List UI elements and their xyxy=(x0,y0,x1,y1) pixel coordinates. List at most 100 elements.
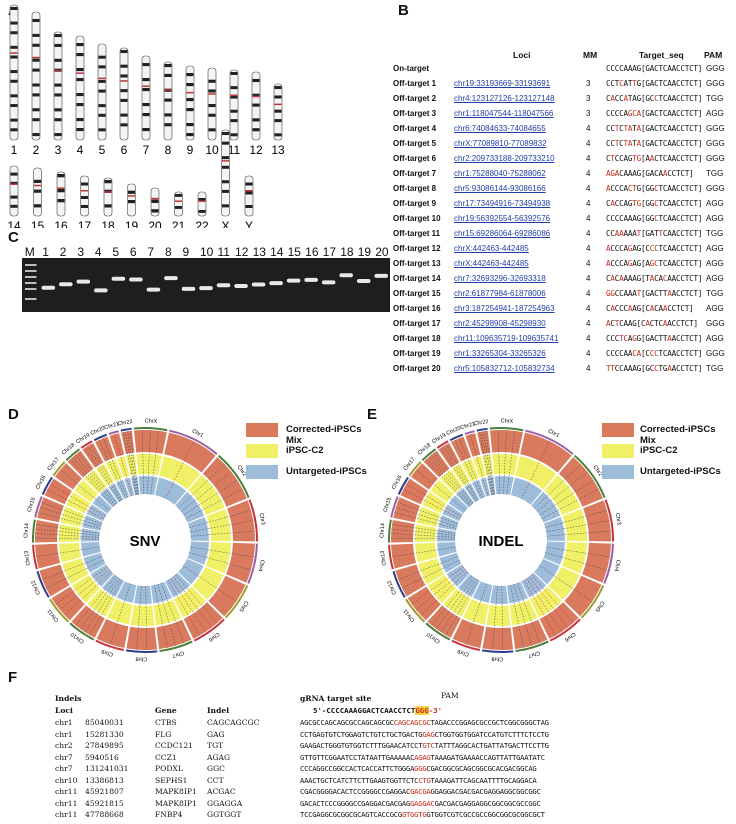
off-target-name: Off-target 17 xyxy=(393,319,441,328)
off-target-loci-link[interactable]: chrX:77089810-77089832 xyxy=(454,139,547,148)
karyotype-row-2: 14 15 16 17 18 19 20 21 22 X Y xyxy=(7,129,254,228)
panel-label-e: E xyxy=(367,406,378,423)
gel-band xyxy=(199,286,213,291)
circos-chr-Chr11: Chr11 xyxy=(46,564,114,623)
indel-pos: 47788668 xyxy=(85,810,124,819)
gel-band xyxy=(216,283,231,288)
off-target-loci-link[interactable]: chr1:75288040-75288062 xyxy=(454,169,546,178)
indel-sequence: CCTGAGTGTCTGGAGTCTGTCTGCTGACTGGAGCTGGTGG… xyxy=(300,729,549,739)
off-target-mm: 4 xyxy=(586,169,591,178)
chromosome-label: 17 xyxy=(78,219,92,228)
off-target-loci-link[interactable]: chr1:118047544-118047566 xyxy=(454,109,554,118)
indel-indel: AGAG xyxy=(207,752,231,762)
chromosome-label: 3 xyxy=(55,143,62,157)
gel-lane-label: 13 xyxy=(252,245,266,259)
chromosome-21: 21 xyxy=(172,191,185,228)
header-pam: PAM xyxy=(704,50,723,60)
off-target-pam: AGG xyxy=(706,274,724,283)
off-target-row: Off-target 3 chr1:118047544-118047566 3 CCC… xyxy=(393,109,729,124)
off-target-loci-link[interactable]: chr17:73494916-73494938 xyxy=(454,199,551,208)
chromosome-label: 15 xyxy=(31,219,45,228)
circos-chr-Chr5: Chr5 xyxy=(534,558,605,619)
off-target-pam: TGG xyxy=(706,289,724,298)
chromosome-15: 15 xyxy=(31,167,45,228)
header-gene: Gene xyxy=(155,706,177,715)
indel-indel: ACGAC xyxy=(207,787,236,796)
off-target-name: Off-target 16 xyxy=(393,304,441,313)
circos-chr-Chr7: Chr7 xyxy=(150,581,193,658)
off-target-loci-link[interactable]: chr11:109635719-109635741 xyxy=(454,334,559,343)
off-target-loci-link[interactable]: chr3:187254941-187254963 xyxy=(454,304,555,313)
indel-indel: GGC xyxy=(207,764,225,773)
gel-band xyxy=(374,273,388,278)
chromosome-18: 18 xyxy=(101,177,115,228)
off-target-seq: CCTCTATA[GACTCAACCTCT] xyxy=(606,124,703,133)
chromosome-label: 11 xyxy=(228,143,241,157)
circos-chr-label: Chr13 xyxy=(24,550,32,566)
circos-chr-Chr9: Chr9 xyxy=(95,581,137,657)
indel-gene: CTBS xyxy=(155,718,177,727)
off-target-loci-link[interactable]: chrX:442463-442485 xyxy=(454,259,529,268)
circos-chr-Chr8: Chr8 xyxy=(481,585,514,662)
circos-chr-Chr4: Chr4 xyxy=(187,541,265,584)
off-target-seq: ACCCAGAG[CCCTCAACCTCT] xyxy=(606,244,703,253)
off-target-seq: CCCCAGCA[GACTCAACCTCT] xyxy=(606,109,703,118)
circos-chr-Chr6: Chr6 xyxy=(165,572,225,642)
off-target-row: Off-target 9 chr17:73494916-73494938 4 CACC… xyxy=(393,199,729,214)
off-target-loci-link[interactable]: chrX:442463-442485 xyxy=(454,244,529,253)
panel-label-f: F xyxy=(8,669,18,686)
chromosome-X: X xyxy=(221,129,230,228)
off-target-row: Off-target 2 chr4:123127126-123127148 3 CAC… xyxy=(393,94,729,109)
gel-band xyxy=(339,273,353,278)
header-target-seq: Target_seq xyxy=(639,50,684,60)
off-target-loci-link[interactable]: chr1:33265304-33265326 xyxy=(454,349,546,358)
gel-lane-label: 3 xyxy=(77,245,85,259)
off-target-loci-link[interactable]: chr15:69286064-69286086 xyxy=(454,229,551,238)
gel-band xyxy=(76,279,91,284)
legend-label-c2: iPSC-C2 xyxy=(286,445,324,456)
circos-chr-Chr15: Chr15 xyxy=(27,496,103,531)
grna-pam: GGG xyxy=(415,706,429,715)
gel-lane-label: 14 xyxy=(270,245,284,259)
grna-suffix: -3' xyxy=(428,706,443,715)
circos-chr-Chr13: Chr13 xyxy=(24,541,101,570)
off-target-loci-link[interactable]: chr4:123127126-123127148 xyxy=(454,94,555,103)
off-target-mm: 4 xyxy=(586,259,591,268)
circos-chr-Chr10: Chr10 xyxy=(425,574,480,644)
circos-chr-Chr15: Chr15 xyxy=(383,496,459,531)
circos-chr-Chr14: Chr14 xyxy=(379,519,456,543)
indel-chr: chr11 xyxy=(55,798,78,808)
chromosome-10: 10 xyxy=(205,67,219,157)
circos-chr-label: Chr14 xyxy=(379,523,386,538)
off-target-seq: CCTCATTG[GACTCAACCTCT] xyxy=(606,79,703,88)
gel-lane-label: 5 xyxy=(112,245,120,259)
chromosome-9: 9 xyxy=(185,65,195,157)
indel-gene: CCDC121 xyxy=(155,741,194,750)
off-target-loci-link[interactable]: chr19:56392554-56392576 xyxy=(454,214,551,223)
off-target-mm: 3 xyxy=(586,79,591,88)
off-target-loci-link[interactable]: chr7:32693296-32693318 xyxy=(454,274,546,283)
off-target-loci-link[interactable]: chr5:105832712-105832734 xyxy=(454,364,555,373)
chromosome-label: 8 xyxy=(165,143,172,157)
circos-chr-Chr1: Chr1 xyxy=(511,428,574,505)
off-target-loci-link[interactable]: chr5:93086144-93086166 xyxy=(454,184,546,193)
off-target-loci-link[interactable]: chr2:209733188-209733210 xyxy=(454,154,555,163)
off-target-loci-link[interactable]: chr6:74084633-74084655 xyxy=(454,124,546,133)
off-target-loci-link[interactable]: chr2:45298908-45298930 xyxy=(454,319,546,328)
indel-chr: chr7 xyxy=(55,764,73,773)
gel-lane-label: 1 xyxy=(42,245,49,259)
off-target-name: Off-target 14 xyxy=(393,274,441,283)
off-target-mm: 4 xyxy=(586,244,591,253)
gel-lane-label: 16 xyxy=(305,245,319,259)
gel-band xyxy=(251,282,266,287)
indel-pos: 85040031 xyxy=(85,718,124,727)
circos-chr-label: Chr1 xyxy=(547,428,560,439)
off-target-loci-link[interactable]: chr19:33193669-33193691 xyxy=(454,79,551,88)
circos-chr-Chr21: Chr21 xyxy=(104,421,135,497)
off-target-loci-link[interactable]: chr2:61877984-61878006 xyxy=(454,289,546,298)
karyotype-figure: 1 2 3 4 5 6 7 8 9 10 11 12 13 14 15 16 17 18 19 20 21 22 X Y xyxy=(7,4,285,228)
circos-chr-Chr10: Chr10 xyxy=(69,574,124,644)
circos-chr-Chr3: Chr3 xyxy=(187,499,266,542)
legend-d: Corrected-iPSCs Mix iPSC-C2 Untargeted-i… xyxy=(246,418,376,488)
circos-chr-label: Chr4 xyxy=(257,559,265,572)
